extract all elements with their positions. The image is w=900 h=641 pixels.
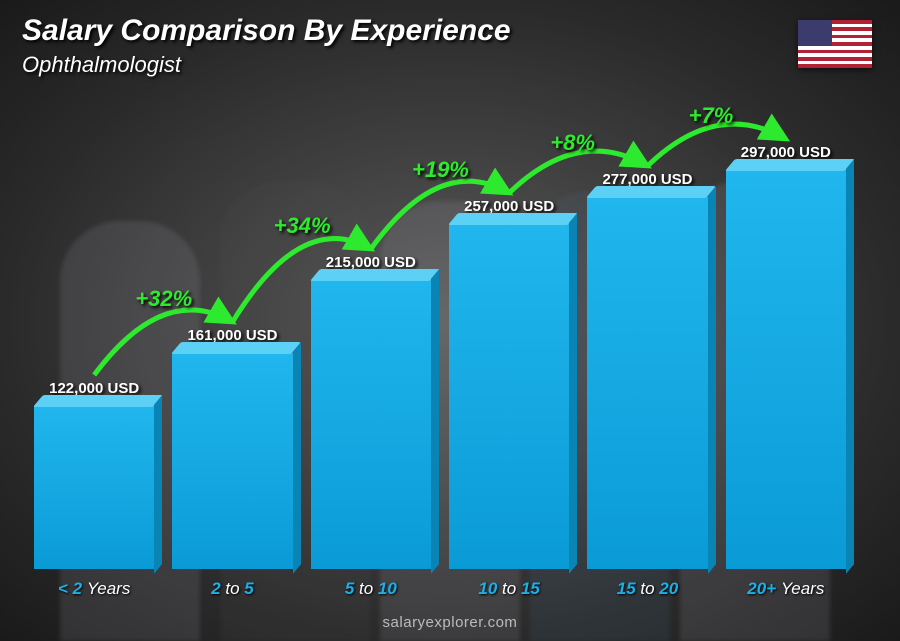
- bar-2: 215,000 USD: [311, 254, 431, 569]
- x-tick-4: 15 to 20: [587, 579, 707, 599]
- page-subtitle: Ophthalmologist: [22, 52, 878, 78]
- x-tick-0: < 2 Years: [34, 579, 154, 599]
- bar-3: 257,000 USD: [449, 198, 569, 569]
- x-tick-1: 2 to 5: [172, 579, 292, 599]
- salary-bar-chart: 122,000 USD161,000 USD215,000 USD257,000…: [34, 100, 846, 569]
- flag-icon: [798, 20, 872, 68]
- page-title: Salary Comparison By Experience: [22, 14, 878, 48]
- increase-pct-label: +19%: [412, 157, 469, 183]
- x-tick-5: 20+ Years: [726, 579, 846, 599]
- x-tick-3: 10 to 15: [449, 579, 569, 599]
- increase-pct-label: +34%: [274, 213, 331, 239]
- bar-0: 122,000 USD: [34, 380, 154, 569]
- increase-pct-label: +8%: [550, 130, 595, 156]
- bar-4: 277,000 USD: [587, 171, 707, 569]
- increase-pct-label: +32%: [135, 286, 192, 312]
- x-axis: < 2 Years 2 to 5 5 to 10 10 to 15 15 to 20 20…: [34, 579, 846, 599]
- bar-1: 161,000 USD: [172, 327, 292, 569]
- x-tick-2: 5 to 10: [311, 579, 431, 599]
- increase-pct-label: +7%: [689, 103, 734, 129]
- bar-5: 297,000 USD: [726, 144, 846, 569]
- footer-source: salaryexplorer.com: [0, 614, 900, 631]
- header: Salary Comparison By Experience Ophthalm…: [22, 14, 878, 78]
